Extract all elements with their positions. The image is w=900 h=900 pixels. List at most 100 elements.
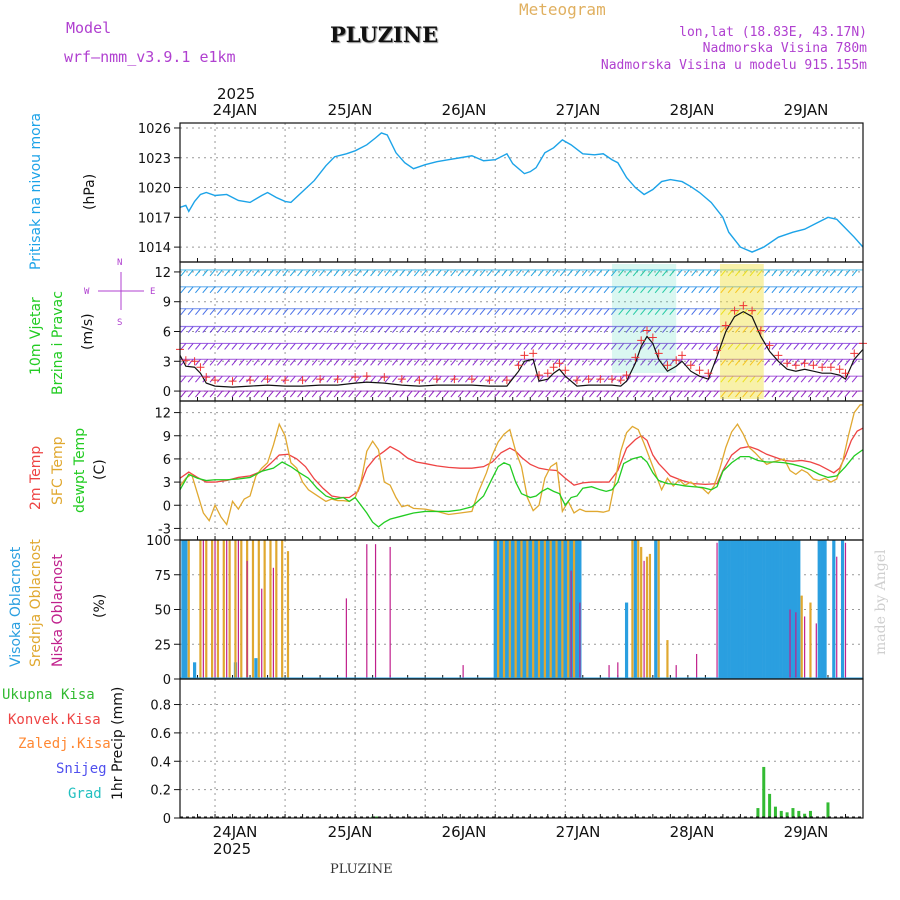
cloud-bar [836, 556, 838, 679]
wind-barb [260, 390, 267, 398]
wind-barb [362, 390, 369, 398]
wind-barb [253, 358, 260, 366]
cloud-bar [546, 540, 550, 679]
wind-barb [567, 343, 573, 350]
wind-barb [807, 343, 814, 350]
wind-barb [486, 286, 493, 294]
wind-barb [253, 326, 260, 333]
temp-line-2 [179, 449, 864, 528]
cloud-bar [254, 658, 258, 679]
wind-barb [618, 308, 625, 315]
cloud-bar [648, 553, 652, 679]
wind-gust-marker [543, 369, 552, 378]
wind-barb [216, 358, 223, 366]
cloud-bar [756, 540, 760, 679]
wind-barb [822, 286, 829, 294]
wind-barb [340, 375, 347, 383]
cloud-bar [275, 540, 278, 679]
cloud-bar [205, 540, 208, 679]
legend-conv-rain: Konvek.Kisa [8, 712, 101, 728]
y-tick-label: 1026 [138, 122, 171, 137]
wind-barb [209, 390, 216, 398]
wind-barb [662, 375, 668, 383]
y-tick-label: 1023 [138, 152, 171, 167]
y-tick-label: 3 [163, 476, 171, 491]
wind-barb [786, 343, 792, 350]
wind-barb [435, 326, 442, 333]
wind-barb [246, 343, 252, 350]
wind-barb [486, 326, 493, 333]
wind-gust-marker [835, 365, 844, 374]
wind-barb [311, 286, 318, 294]
wind-barb [851, 375, 858, 383]
wind-barb [333, 326, 340, 333]
lonlat-label: lon,lat (18.83E, 43.17N) [679, 25, 867, 40]
wind-barb [735, 286, 741, 294]
compass-rose [98, 272, 144, 310]
wind-barb [370, 390, 376, 398]
wind-barb [377, 286, 384, 294]
wind-barb [640, 269, 646, 277]
wind-barb [479, 390, 486, 398]
wind-barb [231, 343, 238, 350]
wind-barb [195, 375, 201, 383]
wind-barb [508, 286, 515, 294]
wind-barb [238, 326, 245, 333]
wind-barb [319, 358, 325, 366]
wind-barb [202, 308, 209, 315]
cloud-bar [645, 556, 649, 679]
wind-barb [756, 390, 763, 398]
wind-barb [216, 286, 223, 294]
wind-barb [851, 308, 858, 315]
wind-barb [289, 358, 296, 366]
wind-barb [771, 343, 778, 350]
wind-gust-marker [333, 375, 342, 384]
wind-barb [756, 286, 763, 294]
wind-barb [662, 308, 668, 315]
wind-gust-marker [704, 369, 713, 378]
cloud-bar [263, 540, 266, 679]
wind-barb [662, 326, 668, 333]
wind-barb [778, 390, 785, 398]
compass-s: S [117, 318, 123, 328]
wind-barb [720, 390, 727, 398]
cloud-bar [532, 540, 535, 679]
wind-barb [640, 358, 646, 366]
y-tick-label: 9 [163, 430, 171, 445]
wind-barb [574, 286, 581, 294]
wind-barb [399, 286, 406, 294]
wind-barb [538, 308, 544, 315]
wind-barb [676, 326, 683, 333]
wind-barb [807, 326, 814, 333]
wind-barb [465, 343, 471, 350]
wind-barb [406, 343, 413, 350]
wind-barb [216, 308, 223, 315]
cloud-bar [214, 540, 216, 679]
wind-barb [311, 375, 318, 383]
precip-bar [797, 810, 801, 818]
wind-barb [275, 358, 282, 366]
cloud-bar [643, 560, 645, 679]
wind-gust-block [719, 264, 764, 399]
wind-barb [559, 286, 566, 294]
cloud-bar [718, 540, 722, 679]
wind-barb [187, 358, 194, 366]
cloud-bar [579, 602, 581, 679]
wind-barb [742, 375, 749, 383]
wind-barb [676, 343, 683, 350]
wind-speed-line [179, 310, 864, 388]
wind-barb [209, 358, 216, 366]
wind-barb [268, 358, 274, 366]
wind-barb [669, 375, 676, 383]
wind-barb [756, 375, 763, 383]
wind-barb [654, 286, 661, 294]
wind-barb [399, 390, 406, 398]
wind-barb [428, 358, 435, 366]
wind-gust-marker [561, 366, 570, 375]
wind-gust-marker [678, 351, 687, 360]
wind-barb [253, 308, 260, 315]
wind-barb [195, 358, 201, 366]
wind-barb [647, 269, 654, 277]
wind-barb [735, 375, 741, 383]
wind-barb [596, 358, 603, 366]
